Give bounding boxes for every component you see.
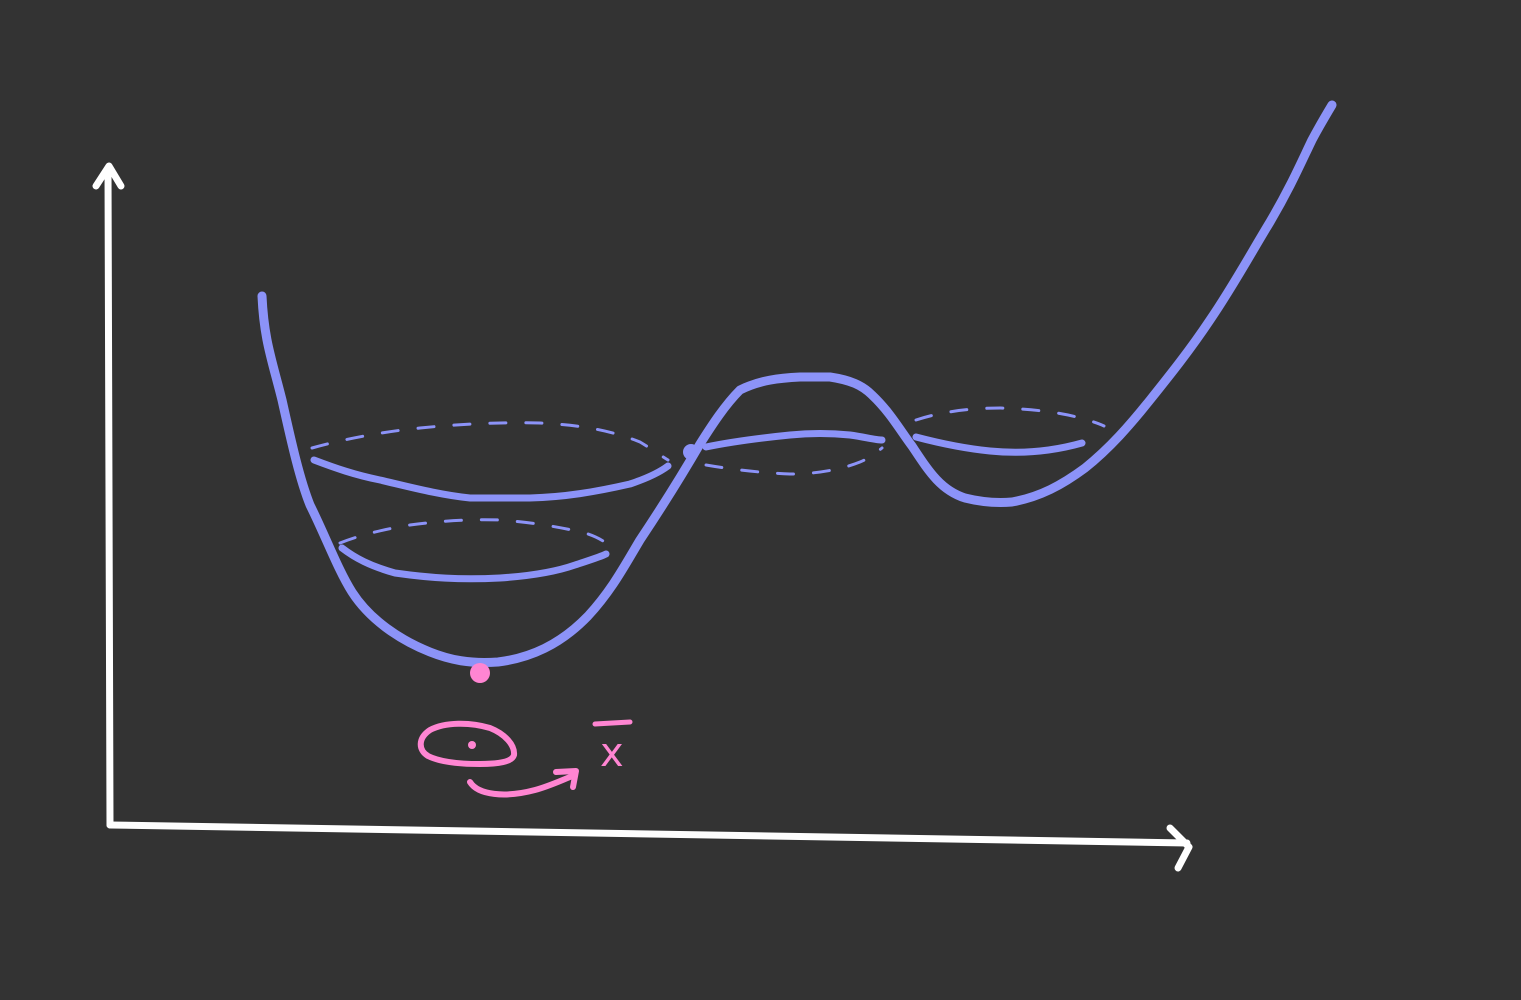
- level-ring-lower-left: [338, 518, 610, 583]
- junction-dot: [683, 444, 699, 460]
- orbit-center-dot: [468, 741, 476, 749]
- orbit-arrowhead: [553, 768, 579, 790]
- x-bar-overline: [592, 719, 633, 727]
- x-axis-line: [106, 821, 1191, 847]
- orbit-sketch: [417, 720, 579, 798]
- orbit-loop: [417, 720, 518, 767]
- x-bar-symbol: x: [600, 730, 624, 776]
- axes: [92, 162, 1193, 872]
- y-axis-line: [104, 164, 114, 829]
- orbit-arrow: [467, 772, 578, 798]
- minimum-marker: [470, 663, 490, 683]
- x-axis-arrowhead: [1166, 824, 1193, 872]
- energy-curve: [257, 100, 1337, 667]
- level-ring-upper-left: [310, 421, 672, 502]
- y-axis-arrowhead: [92, 162, 125, 190]
- x-bar-label: x: [592, 719, 633, 776]
- level-ring-barrier: [702, 406, 1106, 476]
